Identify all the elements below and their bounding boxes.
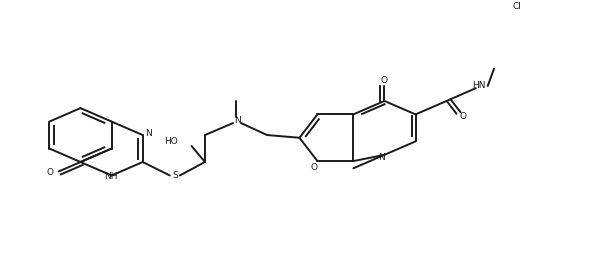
Text: N: N: [234, 116, 240, 125]
Text: O: O: [46, 168, 53, 177]
Text: NH: NH: [104, 172, 117, 181]
Text: O: O: [459, 112, 466, 121]
Text: N: N: [146, 129, 152, 138]
Text: S: S: [172, 171, 178, 180]
Text: HN: HN: [472, 81, 486, 90]
Text: O: O: [381, 76, 388, 85]
Text: HO: HO: [164, 137, 177, 146]
Text: N: N: [378, 153, 385, 162]
Text: Cl: Cl: [513, 2, 522, 11]
Text: O: O: [311, 163, 318, 172]
